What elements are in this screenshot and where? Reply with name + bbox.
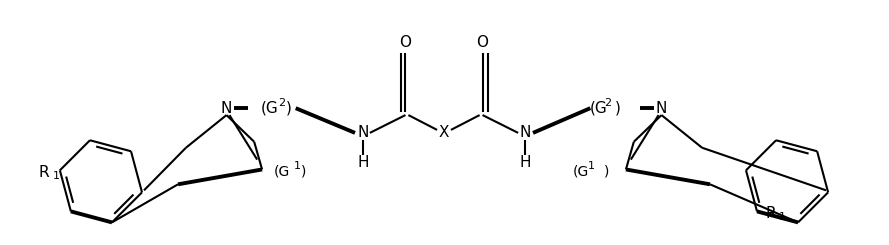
Text: ): ) [615, 101, 621, 116]
Text: 1: 1 [294, 161, 301, 172]
Text: 1: 1 [780, 212, 786, 222]
Text: 1: 1 [588, 161, 595, 172]
Text: R: R [765, 206, 776, 221]
Text: (G: (G [573, 164, 589, 178]
Text: (G: (G [261, 101, 279, 116]
Text: N: N [656, 101, 668, 116]
Text: O: O [477, 36, 489, 50]
Text: ): ) [286, 101, 292, 116]
Text: N: N [357, 125, 369, 140]
Text: ): ) [301, 164, 307, 178]
Text: H: H [519, 155, 531, 170]
Text: N: N [220, 101, 232, 116]
Text: X: X [439, 125, 449, 140]
Text: (G: (G [589, 101, 607, 116]
Text: 2: 2 [605, 98, 612, 108]
Text: 2: 2 [278, 98, 285, 108]
Text: 1: 1 [52, 171, 60, 181]
Text: H: H [357, 155, 369, 170]
Text: O: O [399, 36, 412, 50]
Text: N: N [519, 125, 531, 140]
Text: R: R [39, 165, 50, 180]
Text: (G: (G [274, 164, 290, 178]
Text: ): ) [604, 164, 609, 178]
